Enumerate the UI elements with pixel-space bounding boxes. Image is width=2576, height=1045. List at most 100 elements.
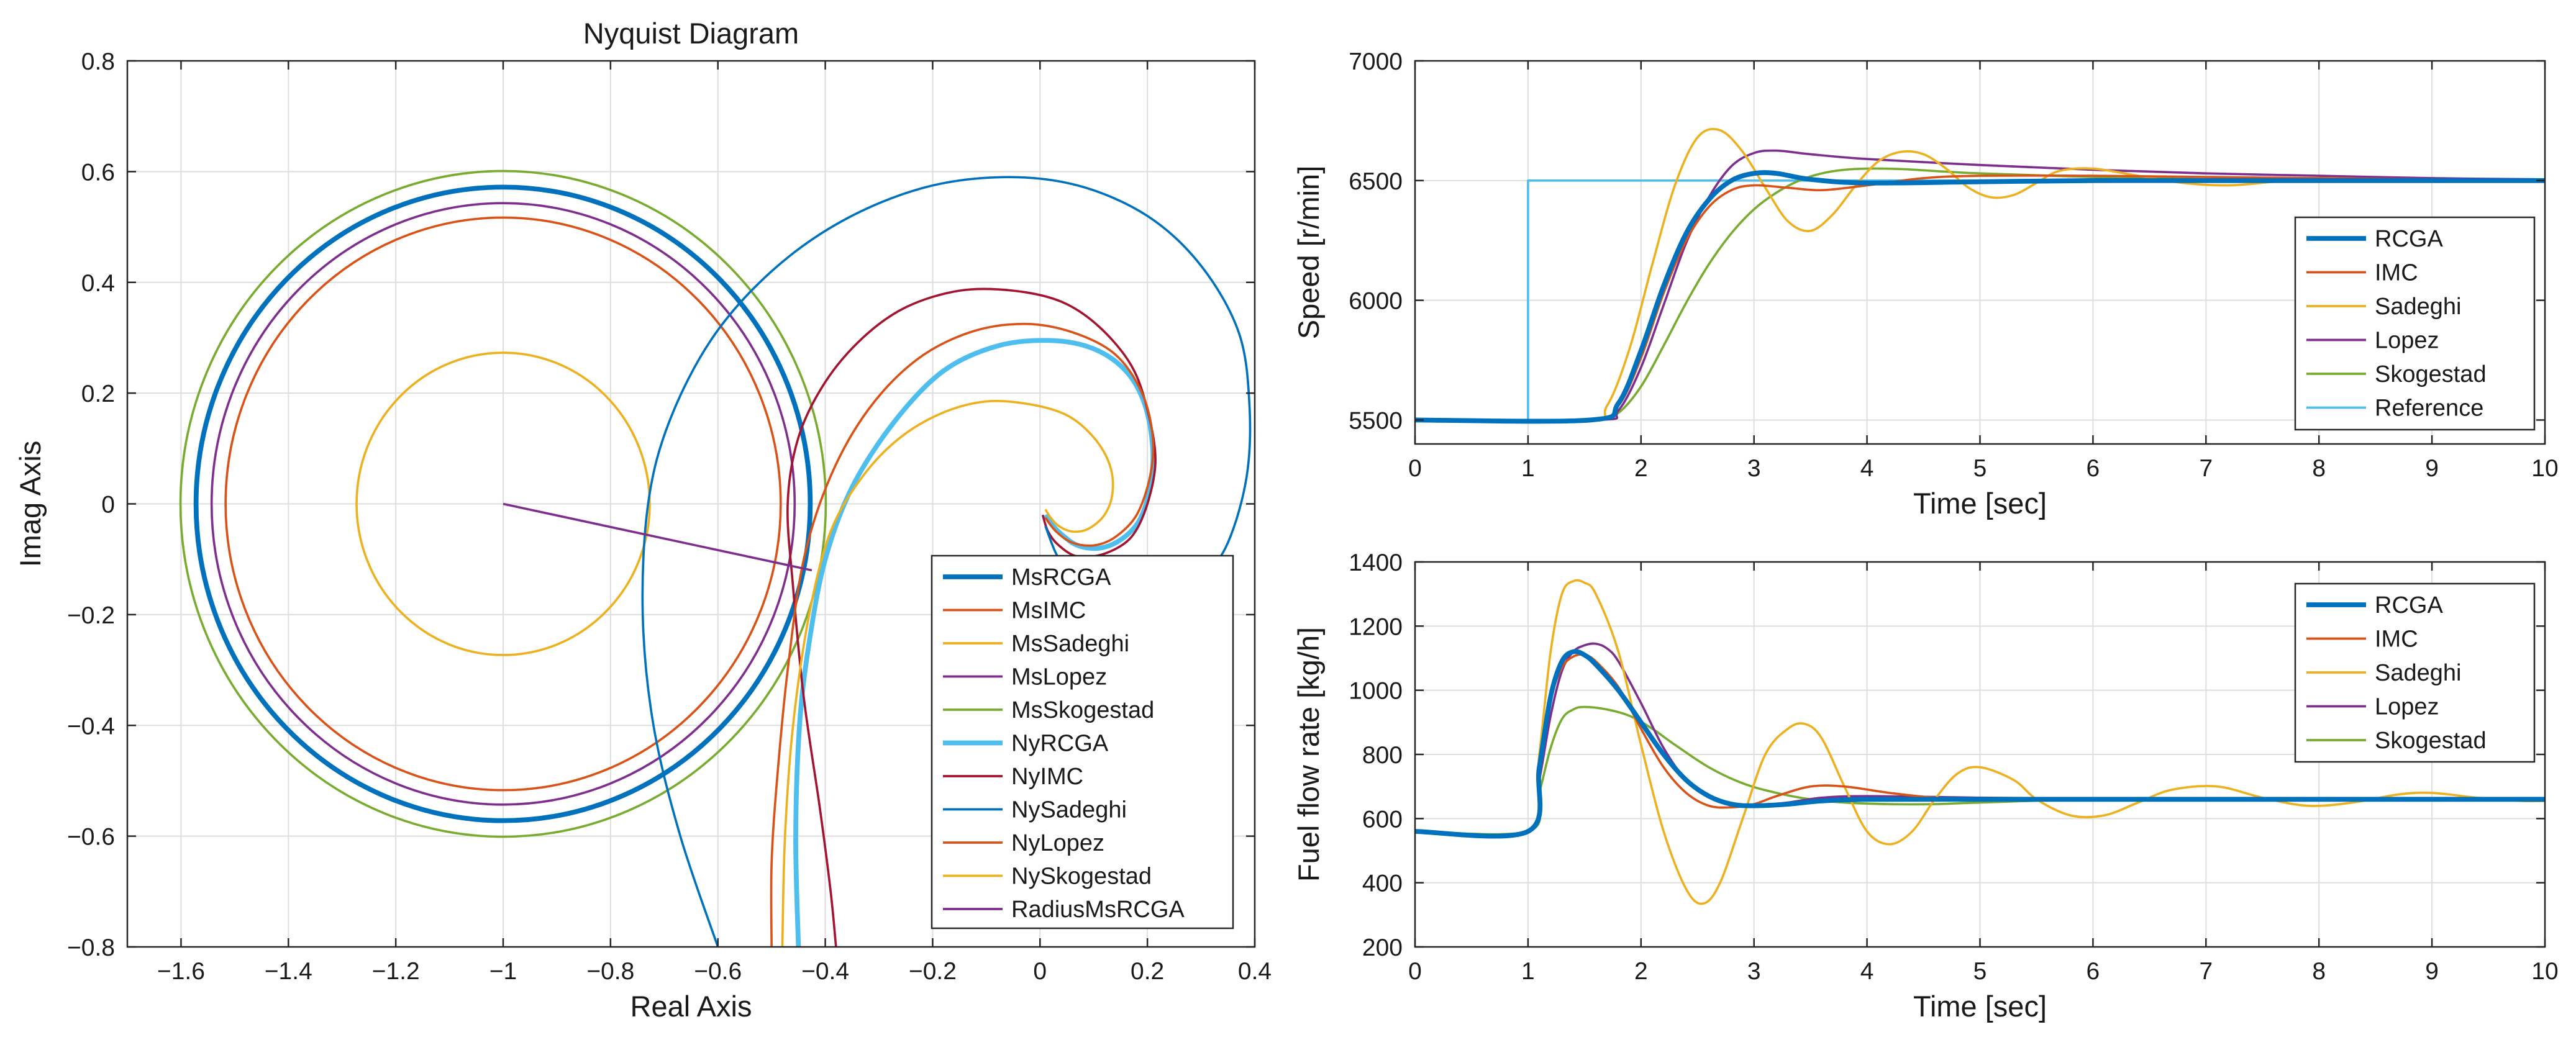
fuel-legend-label: IMC xyxy=(2375,627,2418,653)
speed-xtick-label: 10 xyxy=(2531,455,2558,482)
series-MsRCGA xyxy=(193,184,813,823)
nyquist-ytick-label: −0.4 xyxy=(67,713,115,740)
fuel-xlabel: Time [sec] xyxy=(1913,990,2047,1023)
speed-legend-label: Skogestad xyxy=(2375,361,2487,387)
speed-ytick-label: 5500 xyxy=(1349,407,1403,434)
speed-xtick-label: 7 xyxy=(2199,455,2213,482)
nyquist-legend-label: MsSadeghi xyxy=(1011,631,1129,657)
speed-legend-label: Lopez xyxy=(2375,328,2439,354)
speed-legend-box xyxy=(2294,216,2536,431)
fuel-ytick-label: 1400 xyxy=(1349,550,1403,576)
nyquist-legend-label: MsLopez xyxy=(1011,664,1107,690)
speed-ytick-label: 6500 xyxy=(1349,168,1403,195)
nyquist-legend-label: NySadeghi xyxy=(1011,797,1127,823)
nyquist-legend-label: NyRCGA xyxy=(1011,731,1109,757)
nyquist-ytick-label: 0.2 xyxy=(81,381,115,407)
speed-legend-label: Reference xyxy=(2375,396,2483,422)
fuel-ytick-label: 1200 xyxy=(1349,613,1403,640)
fuel-ylabel: Fuel flow rate [kg/h] xyxy=(1292,627,1325,882)
speed-xtick-label: 8 xyxy=(2312,455,2326,482)
nyquist-ytick-label: −0.6 xyxy=(67,824,115,851)
fuel-xtick-label: 2 xyxy=(1634,958,1648,985)
fuel-xtick-label: 0 xyxy=(1408,958,1422,985)
series-RCGA xyxy=(1415,649,2545,839)
fuel-ytick-label: 600 xyxy=(1362,806,1403,833)
nyquist-ytick-label: −0.2 xyxy=(67,602,115,629)
fuel-legend: RCGA IMC Sadeghi Lopez Skogestad xyxy=(2294,582,2536,763)
series-NyRCGA xyxy=(793,338,1156,947)
fuel-xtick-label: 4 xyxy=(1860,958,1874,985)
speed-xtick-label: 2 xyxy=(1634,455,1648,482)
fuel-xtick-label: 3 xyxy=(1747,958,1761,985)
series-MsSadeghi xyxy=(355,351,651,656)
speed-ytick-label: 6000 xyxy=(1349,288,1403,315)
speed-xtick-label: 4 xyxy=(1860,455,1874,482)
nyquist-ytick-label: 0.4 xyxy=(81,270,115,297)
nyquist-ytick-label: −0.8 xyxy=(67,934,115,961)
fuel-ytick-label: 400 xyxy=(1362,871,1403,897)
nyquist-legend-label: MsRCGA xyxy=(1011,564,1111,590)
fuel-plot-area xyxy=(1415,579,2545,905)
nyquist-xtick-label: −0.2 xyxy=(909,958,957,985)
series-MsSkogestad xyxy=(179,170,827,838)
speed-ytick-label: 7000 xyxy=(1349,48,1403,75)
nyquist-ytick-label: 0.8 xyxy=(81,48,115,75)
series-RCGA xyxy=(1415,170,2545,424)
nyquist-legend-label: NySkogestad xyxy=(1011,864,1152,890)
nyquist-xtick-label: −0.4 xyxy=(801,958,849,985)
speed-response-panel: 0 1 2 3 4 5 6 7 8 9 10 5500 6000 6500 7000 Time [sec] Sp… xyxy=(1292,48,2559,520)
series-NyIMC xyxy=(786,287,1157,947)
speed-legend-label: Sadeghi xyxy=(2375,294,2461,320)
nyquist-xtick-label: 0 xyxy=(1033,958,1047,985)
nyquist-ylabel: Imag Axis xyxy=(14,441,47,568)
fuel-xtick-label: 1 xyxy=(1521,958,1535,985)
nyquist-legend-label: MsIMC xyxy=(1011,598,1086,624)
nyquist-xtick-label: −0.8 xyxy=(586,958,634,985)
nyquist-xtick-label: 0.4 xyxy=(1238,958,1272,985)
nyquist-xtick-label: 0.2 xyxy=(1131,958,1164,985)
speed-xtick-label: 0 xyxy=(1408,455,1422,482)
series-NyLopez xyxy=(770,322,1155,947)
speed-xtick-label: 9 xyxy=(2425,455,2439,482)
nyquist-diagram-panel: −1.6 −1.4 −1.2 −1 −0.8 −0.6 −0.4 −0.2 0 0.2 0.4 −0.… xyxy=(14,17,1272,1023)
speed-ticks: 0 1 2 3 4 5 6 7 8 9 10 5500 6000 6500 7000 xyxy=(1349,48,2558,482)
fuel-legend-label: Sadeghi xyxy=(2375,660,2461,686)
fuel-xtick-label: 6 xyxy=(2087,958,2100,985)
speed-legend-label: RCGA xyxy=(2375,226,2443,252)
nyquist-legend-label: NyLopez xyxy=(1011,830,1104,856)
fuel-xtick-label: 5 xyxy=(1973,958,1987,985)
speed-xlabel: Time [sec] xyxy=(1913,487,2047,520)
fuel-flow-panel: 0 1 2 3 4 5 6 7 8 9 10 200 400 600 800 1000 1200 1400 Time… xyxy=(1292,550,2559,1023)
series-MsIMC xyxy=(224,216,782,792)
speed-legend-label: IMC xyxy=(2375,260,2418,286)
fuel-legend-label: RCGA xyxy=(2375,592,2443,618)
speed-legend: RCGA IMC Sadeghi Lopez Skogestad Reference xyxy=(2294,216,2536,431)
fuel-ytick-label: 200 xyxy=(1362,934,1403,961)
nyquist-xtick-label: −1.4 xyxy=(265,958,312,985)
fuel-xtick-label: 9 xyxy=(2425,958,2439,985)
fuel-legend-label: Skogestad xyxy=(2375,728,2487,754)
speed-xtick-label: 3 xyxy=(1747,455,1761,482)
speed-ylabel: Speed [r/min] xyxy=(1292,166,1325,340)
series-MsLopez xyxy=(210,202,796,806)
nyquist-legend: MsRCGA MsIMC MsSadeghi MsLopez MsSkogestad Ny… xyxy=(931,554,1234,930)
nyquist-ytick-label: 0 xyxy=(101,492,115,518)
fuel-xtick-label: 7 xyxy=(2199,958,2213,985)
nyquist-title: Nyquist Diagram xyxy=(583,17,799,50)
fuel-legend-label: Lopez xyxy=(2375,694,2439,720)
nyquist-legend-label: RadiusMsRCGA xyxy=(1011,897,1185,923)
nyquist-xlabel: Real Axis xyxy=(630,990,752,1023)
speed-xtick-label: 1 xyxy=(1521,455,1535,482)
nyquist-xtick-label: −1.6 xyxy=(157,958,205,985)
fuel-ytick-label: 1000 xyxy=(1349,678,1403,705)
nyquist-xtick-label: −1 xyxy=(489,958,517,985)
nyquist-legend-label: MsSkogestad xyxy=(1011,697,1154,723)
fuel-xtick-label: 10 xyxy=(2531,958,2558,985)
fuel-xtick-label: 8 xyxy=(2312,958,2326,985)
series-NySkogestad xyxy=(781,399,1114,947)
speed-xtick-label: 6 xyxy=(2087,455,2100,482)
nyquist-ytick-label: 0.6 xyxy=(81,159,115,186)
nyquist-xtick-label: −0.6 xyxy=(694,958,742,985)
nyquist-legend-label: NyIMC xyxy=(1011,764,1083,790)
